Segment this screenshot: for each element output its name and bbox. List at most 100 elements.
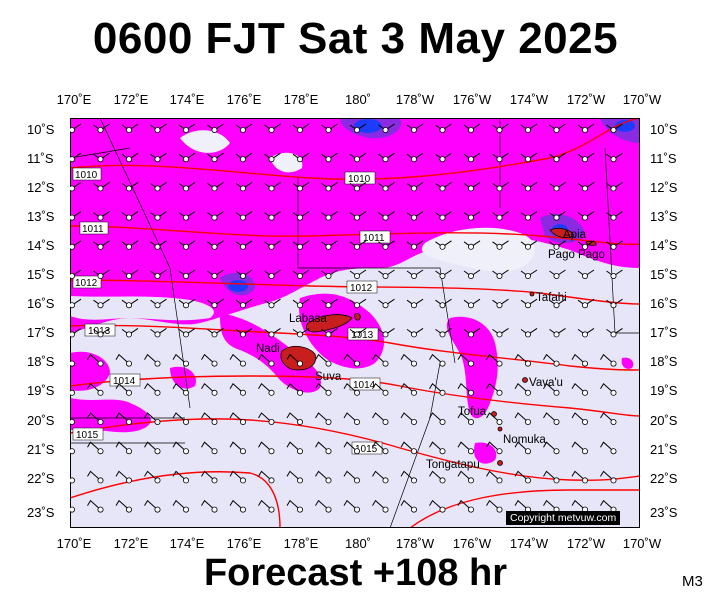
wind-barb bbox=[93, 298, 110, 309]
wind-barb bbox=[207, 240, 224, 250]
lon-label: 180˚ bbox=[344, 92, 372, 107]
wind-barb bbox=[571, 383, 589, 396]
wind-barb bbox=[150, 298, 167, 309]
wind-barb bbox=[549, 211, 566, 221]
wind-barb bbox=[115, 383, 133, 396]
isobar-label: 1011 bbox=[363, 233, 385, 244]
wind-barb bbox=[492, 327, 509, 338]
wind-barb bbox=[549, 240, 566, 250]
wind-barb bbox=[70, 211, 82, 221]
wind-barb bbox=[207, 152, 224, 163]
wind-barb bbox=[144, 441, 161, 455]
wind-barb bbox=[121, 298, 139, 309]
wind-barb bbox=[292, 211, 310, 221]
wind-barb bbox=[577, 327, 595, 338]
wind-barb bbox=[286, 499, 303, 513]
wind-barb bbox=[378, 298, 395, 309]
wind-barb bbox=[435, 123, 452, 133]
wind-barb bbox=[172, 441, 190, 455]
forecast-title: 0600 FJT Sat 3 May 2025 bbox=[92, 14, 619, 63]
wind-barb bbox=[378, 211, 395, 221]
wind-barb bbox=[121, 269, 139, 279]
wind-barb bbox=[343, 470, 360, 484]
wind-barb bbox=[235, 327, 253, 338]
wind-barb bbox=[286, 441, 303, 455]
wind-barb bbox=[435, 152, 452, 163]
wind-barb bbox=[406, 269, 424, 279]
wind-barb bbox=[321, 181, 338, 192]
lat-label: 23˚S bbox=[650, 505, 678, 520]
wind-barb bbox=[144, 470, 161, 484]
wind-barb bbox=[70, 360, 75, 367]
map-frame bbox=[70, 118, 640, 528]
lat-label: 18˚S bbox=[650, 354, 678, 369]
wind-barb bbox=[457, 353, 474, 367]
lat-label: 20˚S bbox=[650, 413, 678, 428]
wind-barb bbox=[571, 441, 589, 455]
wind-barb bbox=[549, 181, 566, 192]
wind-barb bbox=[70, 181, 82, 192]
wind-barb bbox=[93, 211, 110, 221]
wind-barb bbox=[178, 327, 196, 338]
lat-label: 10˚S bbox=[27, 122, 55, 137]
island-viti-levu bbox=[280, 345, 317, 371]
wind-barb bbox=[400, 383, 417, 396]
wind-barb bbox=[178, 123, 196, 133]
wind-barb bbox=[93, 327, 110, 338]
wind-barb bbox=[258, 353, 275, 367]
lat-label: 19˚S bbox=[27, 383, 55, 398]
wind-barb bbox=[264, 181, 281, 192]
wind-barb bbox=[321, 152, 338, 163]
wind-barb bbox=[600, 412, 617, 425]
place-labels: Apia Pago Pago Tafahi Labasa Nadi Suva V… bbox=[256, 229, 605, 471]
wind-barb bbox=[606, 298, 623, 309]
place-label-pago-pago: Pago Pago bbox=[548, 249, 605, 261]
wind-barb bbox=[144, 353, 161, 367]
lon-label: 174˚W bbox=[509, 536, 549, 551]
rain-core-intense bbox=[354, 119, 382, 133]
wind-barb bbox=[543, 383, 560, 396]
wind-barb bbox=[70, 327, 82, 338]
wind-barb bbox=[201, 470, 218, 484]
wind-barb bbox=[571, 499, 589, 513]
wind-barb bbox=[486, 383, 503, 396]
wind-barb bbox=[406, 181, 424, 192]
wind-barb bbox=[121, 240, 139, 250]
rain-area-north bbox=[70, 118, 640, 333]
wind-barb bbox=[93, 123, 110, 133]
wind-barb bbox=[492, 269, 509, 279]
wind-barb bbox=[321, 240, 338, 250]
wind-barb bbox=[492, 240, 509, 250]
wind-barb bbox=[229, 470, 246, 484]
wind-barb bbox=[577, 211, 595, 221]
wind-barb bbox=[520, 123, 538, 133]
lat-label: 16˚S bbox=[650, 296, 678, 311]
wind-barb bbox=[514, 470, 531, 484]
lat-label: 17˚S bbox=[650, 325, 678, 340]
wind-barb bbox=[70, 240, 82, 250]
place-label-tongatapu: Tongatapu bbox=[426, 459, 480, 471]
wind-barb bbox=[150, 152, 167, 163]
wind-barb bbox=[201, 441, 218, 455]
wind-barb bbox=[115, 353, 133, 367]
isobar-label: 1014 bbox=[353, 380, 376, 391]
island-nomuka bbox=[497, 426, 503, 432]
wind-barb bbox=[606, 152, 623, 163]
lon-label: 178˚W bbox=[395, 536, 435, 551]
wind-barb bbox=[292, 152, 310, 163]
isobar-labels: 1010 1010 1011 1011 1012 1012 1013 1013 … bbox=[72, 167, 391, 455]
isobar-1014 bbox=[70, 375, 640, 417]
wind-barb bbox=[520, 298, 538, 309]
wind-barb bbox=[207, 181, 224, 192]
wind-barb bbox=[178, 240, 196, 250]
wind-barb bbox=[600, 441, 617, 455]
wind-barb bbox=[492, 123, 509, 133]
wind-barb bbox=[606, 211, 623, 221]
lat-label: 18˚S bbox=[27, 354, 55, 369]
wind-barb bbox=[372, 499, 389, 513]
wind-barb bbox=[264, 298, 281, 309]
wind-barb bbox=[343, 412, 360, 425]
wind-barb bbox=[87, 470, 104, 484]
wind-barb bbox=[457, 412, 474, 425]
wind-barb bbox=[349, 269, 367, 279]
